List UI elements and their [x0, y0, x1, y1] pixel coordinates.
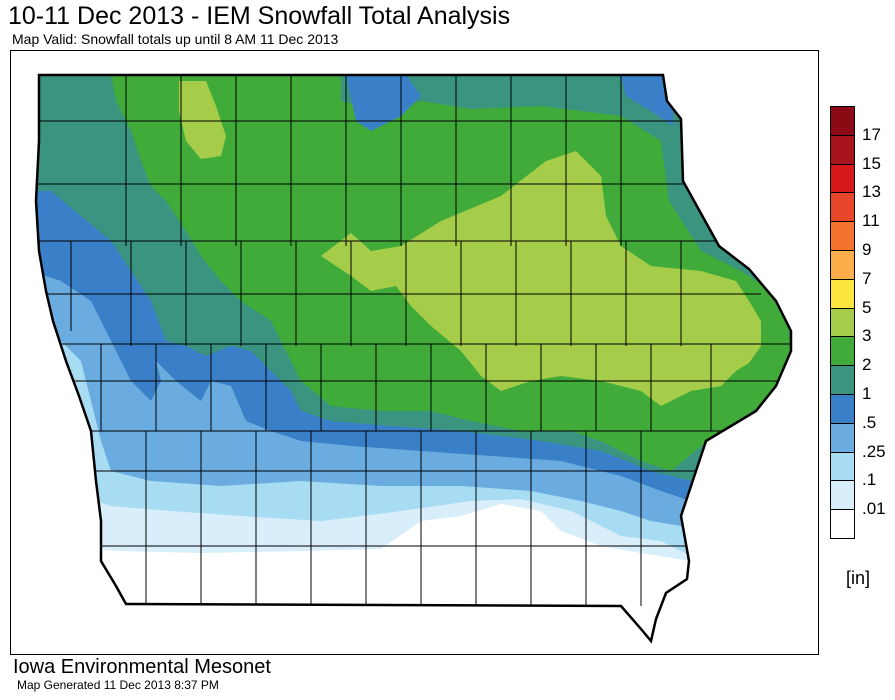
colorbar-label: 15: [862, 153, 881, 173]
colorbar-cell: [830, 221, 855, 251]
colorbar-cell: [830, 422, 855, 453]
colorbar-cell: [830, 365, 855, 395]
colorbar-cell: [830, 278, 855, 309]
snowfall-contours: [36, 75, 791, 641]
colorbar-cell: [830, 480, 855, 511]
map-subtitle: Map Valid: Snowfall totals up until 8 AM…: [12, 31, 339, 47]
colorbar-label: 9: [862, 240, 872, 259]
colorbar-label: 3: [862, 326, 872, 346]
colorbar-label: 5: [862, 297, 872, 317]
contour-0.5-1in-north: [346, 75, 421, 131]
colorbar-cell: [830, 509, 855, 539]
colorbar-cell: [830, 163, 855, 194]
footer-org: Iowa Environmental Mesonet: [13, 656, 271, 678]
colorbar-label: .5: [862, 412, 877, 432]
colorbar-label: 17: [862, 124, 881, 144]
colorbar-cell: [830, 192, 855, 223]
colorbar-cell: [830, 451, 855, 482]
contour-3-5in-main: [321, 151, 761, 406]
iowa-state-outline: [34, 73, 793, 644]
colorbar-cell: [830, 307, 855, 338]
colorbar-label: .01: [862, 499, 886, 519]
colorbar-label: 1: [862, 384, 872, 403]
map-frame: [10, 50, 819, 655]
colorbar-label: 2: [862, 355, 872, 375]
colorbar-label: 13: [862, 182, 881, 202]
colorbar-cell: [830, 250, 855, 280]
contour-0.5-1in-northeast: [621, 75, 673, 126]
colorbar-label: .1: [862, 470, 877, 490]
contour-3-5in-north: [179, 81, 226, 159]
colorbar-label: 11: [862, 211, 880, 231]
colorbar-label: .25: [862, 441, 886, 461]
colorbar-cell: [830, 134, 855, 165]
map-title: 10-11 Dec 2013 - IEM Snowfall Total Anal…: [8, 2, 511, 30]
county-boundaries: [36, 75, 791, 606]
units-label: [in]: [846, 568, 871, 588]
colorbar-cell: [830, 336, 855, 367]
colorbar-label: 7: [862, 268, 872, 288]
snowfall-map: [34, 73, 793, 644]
footer-generated: Map Generated 11 Dec 2013 8:37 PM: [17, 678, 219, 692]
colorbar-cell: [830, 106, 855, 136]
colorbar-cell: [830, 394, 855, 424]
